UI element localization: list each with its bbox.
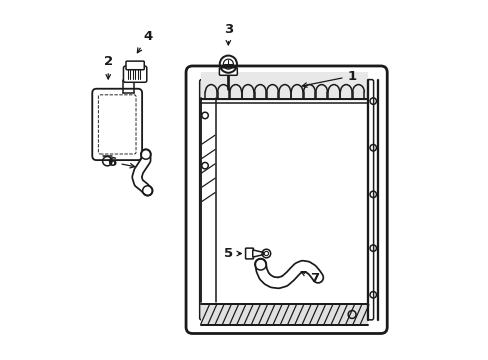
FancyBboxPatch shape xyxy=(126,61,144,70)
Text: 2: 2 xyxy=(103,55,113,79)
FancyBboxPatch shape xyxy=(201,304,367,325)
Polygon shape xyxy=(252,250,263,257)
Text: 3: 3 xyxy=(224,23,232,45)
FancyBboxPatch shape xyxy=(92,89,142,160)
FancyBboxPatch shape xyxy=(201,72,367,101)
Text: 4: 4 xyxy=(137,30,152,53)
Text: 1: 1 xyxy=(302,69,356,87)
FancyBboxPatch shape xyxy=(199,80,373,320)
FancyBboxPatch shape xyxy=(245,248,253,259)
Text: 7: 7 xyxy=(301,271,318,285)
Text: 5: 5 xyxy=(224,247,241,260)
FancyBboxPatch shape xyxy=(123,66,146,82)
FancyBboxPatch shape xyxy=(185,66,386,333)
Text: 6: 6 xyxy=(107,156,134,168)
FancyBboxPatch shape xyxy=(219,68,237,75)
